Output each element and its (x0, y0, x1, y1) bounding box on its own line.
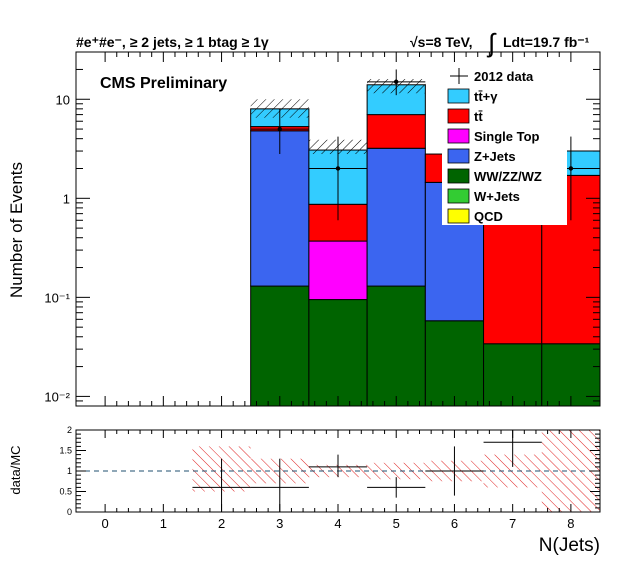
bar-segment (308, 299, 368, 406)
x-axis-title: N(Jets) (539, 535, 600, 556)
selection-label: #e⁺#e⁻, ≥ 2 jets, ≥ 1 btag ≥ 1γ (76, 34, 269, 50)
ratio-x-tick-label: 5 (393, 516, 400, 531)
legend-label: Z+Jets (474, 149, 516, 164)
ratio-x-tick-label: 6 (451, 516, 458, 531)
legend-label: tt̄+γ (474, 89, 498, 104)
legend-swatch (447, 128, 470, 144)
ratio-x-tick-label: 8 (567, 516, 574, 531)
ratio-y-tick-label: 1 (67, 466, 72, 476)
legend-label: tt̄ (474, 109, 483, 124)
bar-segment (366, 114, 426, 149)
legend-swatch (447, 188, 470, 204)
data-points (250, 69, 600, 221)
legend-swatch (447, 88, 470, 104)
lumi-integral-symbol: ∫ (486, 28, 497, 58)
legend-label: QCD (474, 209, 503, 224)
ratio-x-tick-label: 4 (334, 516, 341, 531)
legend: 2012 data tt̄+γ tt̄ Single Top Z+Jets WW/ZZ/W… (442, 63, 567, 225)
ratio-x-tick-label: 1 (160, 516, 167, 531)
legend-swatch (447, 168, 470, 184)
y-tick-label: 10 (56, 92, 70, 107)
ratio-uncertainty-hatch (367, 462, 426, 480)
ratio-axes: 0 1 2 3 4 5 6 7 8 0 0.5 1 1.5 2 (59, 425, 600, 531)
legend-label: W+Jets (474, 189, 520, 204)
ratio-y-tick-label: 2 (67, 425, 72, 435)
ratio-y-tick-label: 0 (67, 507, 72, 517)
data-point (568, 166, 574, 171)
ratio-points (192, 430, 542, 512)
ratio-y-tick-label: 0.5 (59, 487, 72, 497)
ratio-x-tick-label: 0 (101, 516, 108, 531)
ratio-y-axis-title: data/MC (8, 445, 23, 494)
bar-segment (366, 147, 426, 287)
y-tick-label: 10⁻¹ (44, 290, 70, 305)
data-point (394, 79, 399, 85)
legend-swatch (447, 208, 470, 224)
y-axis-title: Number of Events (7, 162, 26, 298)
legend-label: WW/ZZ/WZ (474, 169, 542, 184)
bar-segment (250, 130, 310, 287)
energy-label: √s=8 TeV, (410, 34, 473, 50)
legend-swatch (447, 148, 470, 164)
legend-label: 2012 data (474, 69, 534, 84)
y-tick-label: 10⁻² (44, 389, 70, 404)
ratio-y-tick-label: 1.5 (59, 446, 72, 456)
main-axes: 10⁻² 10⁻¹ 1 10 (44, 51, 600, 407)
cms-preliminary-label: CMS Preliminary (100, 75, 227, 92)
data-point (277, 126, 282, 132)
bar-segment (541, 343, 600, 406)
ratio-x-tick-label: 2 (218, 516, 225, 531)
ratio-x-tick-label: 3 (276, 516, 283, 531)
lumi-label: Ldt=19.7 fb⁻¹ (503, 34, 590, 50)
uncertainty-hatch (250, 99, 309, 118)
legend-swatch (447, 108, 470, 124)
bar-segment (483, 343, 543, 406)
data-point (335, 166, 341, 171)
bar-segment (424, 320, 485, 406)
ratio-x-tick-label: 7 (509, 516, 516, 531)
y-tick-label: 1 (63, 191, 70, 206)
bar-segment (366, 285, 426, 406)
legend-label: Single Top (474, 129, 540, 144)
bar-segment (250, 285, 310, 406)
bar-segment (308, 240, 368, 301)
